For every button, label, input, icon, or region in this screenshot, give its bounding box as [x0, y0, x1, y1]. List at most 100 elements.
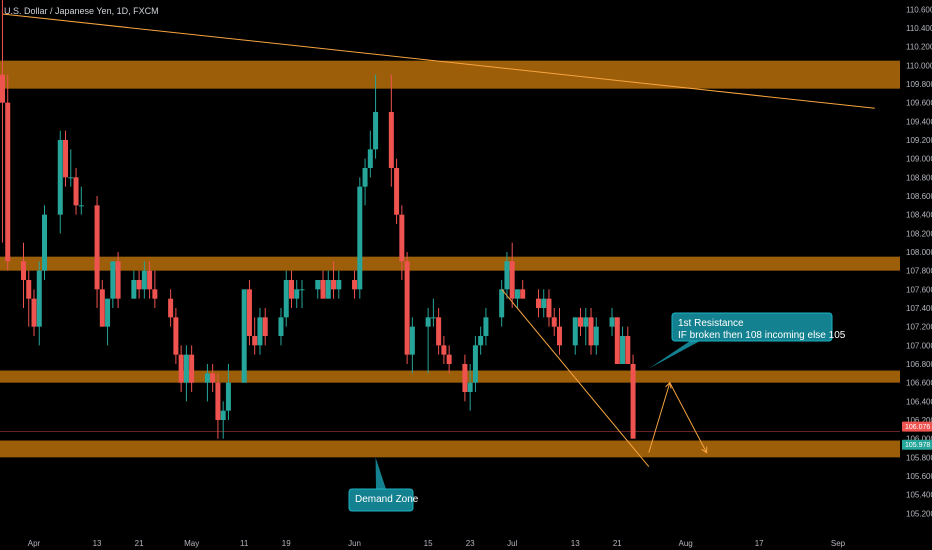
candle — [541, 298, 547, 308]
last-price-label: 106.076 — [905, 424, 930, 431]
candle — [152, 289, 158, 299]
time-tick-label: 17 — [755, 539, 764, 548]
candle — [136, 280, 142, 290]
candle — [31, 298, 37, 327]
candle — [68, 177, 74, 179]
candle — [26, 280, 32, 299]
candle — [204, 373, 210, 383]
candle — [446, 354, 452, 364]
price-tick-label: 105.600 — [906, 472, 932, 481]
candle — [0, 74, 5, 103]
price-tick-label: 109.000 — [906, 155, 932, 164]
candle — [588, 317, 594, 346]
price-axis-bg — [900, 0, 932, 550]
candle — [36, 270, 42, 327]
candle — [252, 336, 258, 346]
candle — [73, 177, 79, 206]
candle — [609, 317, 615, 327]
price-tick-label: 105.200 — [906, 509, 932, 518]
callout-pointer — [375, 457, 386, 489]
candle — [583, 317, 589, 327]
time-tick-label: 13 — [93, 539, 102, 548]
price-tick-label: 105.400 — [906, 491, 932, 500]
time-tick-label: Aug — [678, 539, 692, 548]
last-price-tag — [902, 439, 932, 450]
price-tick-label: 109.400 — [906, 117, 932, 126]
candle — [373, 112, 379, 150]
time-tick-label: 21 — [135, 539, 144, 548]
candle — [257, 317, 263, 346]
middle-resistance-zone — [0, 256, 900, 271]
candle — [131, 280, 137, 299]
callout-text: 1st Resistance — [678, 318, 744, 329]
candle — [430, 317, 436, 319]
candle — [294, 289, 300, 299]
candle — [189, 354, 195, 383]
down-trendline — [501, 289, 650, 467]
candle — [367, 149, 373, 168]
candle — [388, 112, 394, 168]
callout-pointer — [648, 341, 700, 369]
callout-text: Demand Zone — [355, 494, 419, 505]
candle — [399, 214, 405, 262]
candle — [168, 298, 174, 318]
demand-zone-callout[interactable]: Demand Zone — [348, 457, 419, 512]
candle — [262, 317, 268, 336]
price-tick-label: 109.800 — [906, 80, 932, 89]
candle — [520, 289, 526, 299]
price-tick-label: 106.600 — [906, 379, 932, 388]
candle — [173, 317, 179, 355]
last-price-label: 105.978 — [905, 442, 930, 449]
candle — [535, 298, 541, 308]
candle — [551, 317, 557, 327]
candle — [352, 280, 358, 290]
price-tick-label: 108.400 — [906, 211, 932, 220]
time-tick-label: May — [184, 539, 199, 548]
price-tick-label: 107.200 — [906, 323, 932, 332]
candle — [241, 289, 247, 383]
price-tick-label: 106.400 — [906, 397, 932, 406]
time-axis-bg — [0, 532, 932, 550]
candle — [362, 168, 368, 187]
time-tick-label: Jun — [348, 539, 361, 548]
price-tick-label: 107.400 — [906, 304, 932, 313]
last-price-tag — [902, 421, 932, 432]
long-term-trendline — [2, 13, 875, 109]
price-tick-label: 105.800 — [906, 453, 932, 462]
time-tick-label: 21 — [613, 539, 622, 548]
candle — [441, 345, 447, 355]
candle — [625, 336, 631, 364]
candle — [283, 280, 289, 318]
candle — [57, 140, 63, 215]
candle — [147, 270, 153, 290]
candle — [320, 280, 326, 299]
price-tick-label: 110.200 — [906, 43, 932, 52]
candle — [141, 270, 147, 290]
candle — [336, 280, 342, 290]
price-tick-label: 108.600 — [906, 192, 932, 201]
candle — [325, 280, 331, 299]
projection-arrow-up — [665, 381, 672, 389]
candle — [331, 280, 337, 290]
projection-arrow-down — [701, 446, 708, 454]
candle — [278, 317, 284, 336]
candle — [499, 289, 505, 318]
candle — [614, 317, 620, 364]
candle — [299, 289, 305, 291]
price-tick-label: 109.600 — [906, 99, 932, 108]
candle — [20, 261, 26, 280]
time-tick-label: 23 — [466, 539, 475, 548]
candle — [404, 261, 410, 355]
candle — [620, 336, 626, 364]
candle — [115, 261, 121, 299]
time-tick-label: 11 — [240, 539, 249, 548]
candle — [436, 317, 442, 346]
candle — [5, 102, 11, 262]
candle — [288, 280, 294, 299]
time-tick-label: Jul — [507, 539, 517, 548]
time-tick-label: Sep — [831, 539, 846, 548]
candle — [467, 382, 473, 392]
candle — [504, 261, 510, 290]
